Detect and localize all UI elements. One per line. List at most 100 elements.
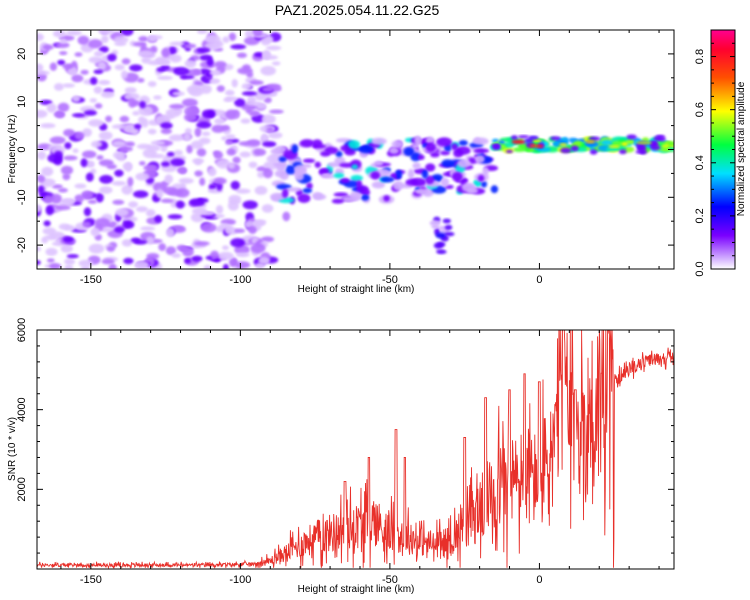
heat-cell-1018	[510, 135, 518, 140]
spectrogram-y-tick-label: 10	[16, 96, 28, 108]
heat-cell-969	[504, 141, 514, 148]
heat-cell-830	[442, 218, 451, 224]
heat-cell-992	[621, 141, 629, 147]
heat-cell-8	[194, 170, 203, 177]
colorbar-tick-label: 0.6	[694, 102, 706, 117]
heat-cell-297	[168, 46, 177, 55]
spectrogram-x-tick-label: 0	[536, 274, 542, 286]
heat-cell-209	[62, 173, 71, 181]
heat-cell-761	[410, 152, 421, 162]
heat-cell-34	[128, 201, 139, 208]
heat-cell-506	[175, 188, 190, 198]
heat-cell-585	[91, 140, 103, 148]
heat-cell-330	[88, 56, 103, 64]
heat-cell-561	[98, 30, 115, 35]
heat-cell-803	[421, 169, 429, 179]
heat-cell-281	[137, 77, 145, 83]
heat-cell-545	[101, 258, 115, 265]
heat-cell-153	[261, 114, 276, 125]
heat-cell-212	[253, 52, 265, 58]
heat-cell-737	[274, 145, 287, 154]
heat-cell-425	[127, 176, 134, 187]
heat-cell-219	[101, 35, 109, 44]
heat-cell-106	[55, 42, 70, 49]
heat-cell-303	[248, 161, 258, 169]
heat-cell-515	[62, 236, 74, 243]
snr-chart: -150 -100 -50 0 2000 4000 6000 Height of stra…	[7, 318, 675, 595]
heat-cell-582	[127, 98, 137, 108]
heat-cell-551	[185, 106, 200, 116]
heat-cell-323	[196, 148, 207, 157]
heat-cell-172	[37, 246, 42, 252]
heat-cell-370	[260, 65, 276, 76]
heat-cell-386	[200, 84, 212, 94]
heat-cell-424	[189, 198, 205, 207]
heat-cell-1001	[524, 138, 534, 143]
heat-cell-465	[151, 153, 165, 159]
heat-cell-72	[260, 236, 275, 243]
snr-x-tick-label: -50	[382, 574, 398, 586]
heat-cell-84	[216, 159, 231, 169]
heat-cell-538	[246, 139, 261, 147]
heat-cell-806	[370, 171, 381, 180]
heat-cell-308	[37, 174, 46, 183]
heat-cell-435	[213, 177, 227, 185]
heat-cell-148	[209, 78, 221, 84]
heat-cell-584	[230, 44, 247, 50]
heat-cell-433	[42, 227, 57, 235]
heat-cell-831	[429, 220, 441, 227]
snr-y-tick-label: 4000	[16, 397, 28, 421]
heat-cell-550	[94, 218, 111, 228]
heat-cell-94	[254, 185, 268, 195]
heat-cell-468	[54, 205, 71, 211]
heat-cell-819	[348, 140, 361, 149]
heat-cell-244	[157, 75, 173, 80]
heat-cell-758	[482, 166, 489, 176]
heat-cell-557	[121, 70, 128, 80]
heat-cell-304	[242, 200, 258, 210]
heat-cell-196	[37, 33, 44, 42]
heat-cell-647	[480, 180, 488, 188]
heat-cell-1012	[570, 145, 579, 152]
heat-cell-816	[451, 171, 463, 182]
heat-cell-203	[221, 136, 228, 141]
heat-cell-548	[77, 35, 90, 45]
heat-cell-833	[433, 242, 444, 249]
heat-cell-69	[239, 151, 251, 158]
heat-cell-470	[225, 109, 238, 120]
heat-cell-402	[53, 83, 64, 91]
heat-cell-815	[275, 161, 287, 172]
heat-cell-342	[184, 43, 197, 49]
heat-cell-546	[250, 243, 266, 254]
heat-cell-192	[40, 123, 56, 129]
heat-cell-693	[425, 136, 435, 145]
heat-cell-382	[89, 98, 97, 103]
heat-cell-396	[37, 204, 42, 213]
heat-cell-377	[165, 246, 177, 255]
heat-cell-135	[124, 87, 137, 94]
heat-cell-581	[226, 148, 236, 156]
heat-cell-312	[66, 30, 82, 36]
heat-cell-714	[314, 161, 322, 168]
heat-cell-980	[661, 146, 671, 152]
heat-cell-566	[50, 193, 62, 204]
heat-cell-577	[228, 199, 242, 204]
heat-cell-966	[543, 141, 550, 148]
heat-cell-302	[232, 156, 241, 164]
heat-cell-360	[160, 161, 171, 167]
heat-cell-1019	[655, 134, 666, 139]
colorbar-label: Normalized spectral amplitude	[736, 81, 747, 216]
heat-cell-796	[281, 188, 289, 199]
heat-cell-513	[134, 123, 142, 130]
heat-cell-597	[209, 69, 221, 76]
heat-cell-1009	[517, 135, 530, 139]
heat-cell-398	[234, 98, 246, 107]
heat-cell-614	[350, 174, 363, 182]
heat-cell-75	[122, 162, 133, 171]
heat-cell-728	[360, 194, 370, 201]
heat-cell-11	[81, 150, 97, 159]
heat-cell-1015	[549, 136, 561, 141]
heat-cell-575	[262, 50, 271, 60]
heat-cell-805	[393, 180, 404, 191]
heat-cell-698	[490, 185, 499, 194]
